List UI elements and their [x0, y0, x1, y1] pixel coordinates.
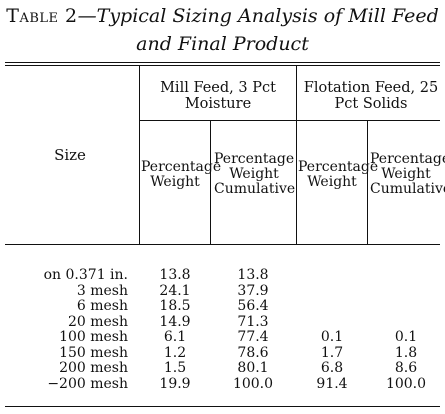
row-size: 3 mesh: [76, 282, 128, 299]
col-divider-3: [296, 66, 297, 245]
cell-mf-pct: 19.9: [159, 375, 191, 392]
cell-ff-pct: 1.7: [320, 344, 344, 361]
cell-ff-pct: [300, 268, 364, 284]
ff-pct-weight-header: Percentage Weight: [298, 160, 378, 190]
row-size: 6 mesh: [76, 298, 128, 314]
cell-mf-cum: 78.6: [237, 344, 269, 361]
table-caption: Table 2—Typical Sizing Analysis of Mill …: [0, 2, 445, 58]
cell-mf-cum: 13.8: [237, 267, 269, 283]
cell-mf-cum: 71.3: [237, 313, 269, 330]
row-size: 100 mesh: [59, 329, 128, 345]
cell-mf-pct: 1.2: [163, 344, 187, 361]
col-divider-4: [367, 121, 368, 245]
row-size: on 0.371 in.: [43, 267, 128, 283]
group-header-mill-feed: Mill Feed, 3 Pct Moisture: [142, 80, 294, 112]
cell-mf-cum: 77.4: [237, 329, 269, 345]
group-header-flotation-feed: Flotation Feed, 25 Pct Solids: [298, 80, 444, 112]
row-size: 20 mesh: [67, 313, 128, 330]
cell-ff-cum: 0.1: [394, 329, 418, 345]
mf-pct-cum-header: Percentage Weight Cumulative: [214, 151, 296, 197]
cell-ff-cum: 100.0: [385, 375, 427, 392]
cell-ff-cum: 8.6: [394, 360, 418, 376]
table-label: Table 2: [6, 5, 78, 27]
header-bottom-rule: [5, 244, 440, 245]
top-rule-inner: [5, 65, 440, 66]
cell-ff-pct: 91.4: [316, 375, 348, 392]
size-header: Size: [54, 146, 86, 164]
cell-mf-cum: 80.1: [237, 360, 269, 376]
mf-pct-column: 13.8 24.1 18.5 14.9 6.1 1.2 1.5 19.9: [143, 267, 207, 392]
cell-ff-pct: [300, 284, 364, 300]
cell-ff-cum: 1.8: [394, 344, 418, 361]
cell-ff-pct: 6.8: [320, 360, 344, 376]
cell-mf-pct: 14.9: [159, 313, 191, 330]
group-header-rule: [139, 120, 440, 121]
cell-ff-cum: [371, 299, 441, 315]
cell-ff-cum: [371, 268, 441, 284]
mf-pct-cum-header-text: Percentage Weight Cumulative: [214, 151, 296, 197]
cell-mf-pct: 6.1: [163, 329, 187, 345]
mf-pct-weight-header: Percentage Weight: [141, 160, 221, 190]
cell-ff-pct: [300, 315, 364, 331]
row-size: 150 mesh: [59, 344, 128, 361]
mf-pct-weight-header-text: Percentage Weight: [141, 159, 222, 190]
cell-mf-pct: 13.8: [159, 267, 191, 283]
bottom-rule: [5, 406, 440, 407]
table-title: Typical Sizing Analysis of Mill Feed and…: [96, 5, 439, 55]
cell-mf-cum: 56.4: [237, 298, 269, 314]
group-header-flotation-feed-text: Flotation Feed, 25 Pct Solids: [303, 80, 439, 112]
group-header-mill-feed-text: Mill Feed, 3 Pct Moisture: [160, 80, 276, 112]
cell-mf-pct: 18.5: [159, 298, 191, 314]
top-rule: [5, 62, 440, 63]
row-size: −200 mesh: [47, 375, 128, 392]
cell-ff-pct: [300, 299, 364, 315]
cell-mf-pct: 1.5: [163, 360, 187, 376]
size-column: on 0.371 in. 3 mesh 6 mesh 20 mesh 100 m…: [8, 267, 128, 392]
ff-pct-cum-header-text: Percentage Weight Cumulative: [370, 151, 445, 197]
cell-ff-cum: [371, 284, 441, 300]
ff-pct-weight-header-text: Percentage Weight: [298, 159, 379, 190]
cell-mf-cum: 100.0: [232, 375, 274, 392]
cell-mf-pct: 24.1: [159, 282, 191, 299]
ff-cum-column: 0.1 1.8 8.6 100.0: [371, 268, 441, 392]
col-divider-2: [210, 121, 211, 245]
cell-ff-cum: [371, 315, 441, 331]
ff-pct-column: 0.1 1.7 6.8 91.4: [300, 268, 364, 392]
mf-cum-column: 13.8 37.9 56.4 71.3 77.4 78.6 80.1 100.0: [214, 267, 292, 392]
col-divider-1: [139, 66, 140, 245]
cell-mf-cum: 37.9: [237, 282, 269, 299]
cell-ff-pct: 0.1: [320, 329, 344, 345]
ff-pct-cum-header: Percentage Weight Cumulative: [370, 151, 445, 197]
table-title-sep: —: [77, 5, 97, 27]
row-size: 200 mesh: [59, 360, 128, 376]
